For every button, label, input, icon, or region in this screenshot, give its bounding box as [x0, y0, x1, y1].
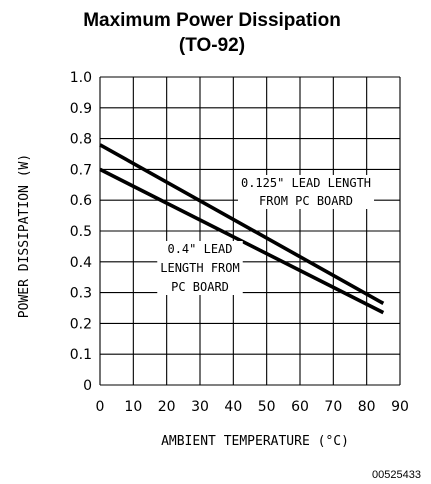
- annotation-line: FROM PC BOARD: [259, 194, 353, 208]
- y-tick-label: 0.6: [70, 193, 92, 209]
- series-line-lead-0125: [99, 143, 385, 305]
- annotation-line: LENGTH FROM: [160, 261, 239, 275]
- x-tick-label: 60: [291, 399, 309, 415]
- annotation-backdrop: [237, 175, 375, 209]
- y-tick-label: 0: [83, 378, 92, 394]
- x-tick-label: 80: [358, 399, 376, 415]
- annotation-line: PC BOARD: [171, 280, 229, 294]
- annotation-lead-04: 0.4" LEAD LENGTH FROM PC BOARD: [157, 241, 243, 295]
- x-tick-label: 30: [191, 399, 209, 415]
- chart-title: Maximum Power Dissipation: [83, 10, 341, 31]
- y-tick-label: 1.0: [70, 70, 92, 86]
- annotation-backdrop: [157, 241, 243, 295]
- y-tick-label: 0.3: [70, 286, 92, 302]
- y-axis-label: POWER DISSIPATION (W): [17, 154, 32, 318]
- annotation-line: 0.4" LEAD: [167, 242, 232, 256]
- annotations: 0.125" LEAD LENGTH FROM PC BOARD 0.4" LEAD…: [157, 175, 375, 295]
- y-tick-label: 0.5: [70, 224, 92, 240]
- chart-subtitle: (TO-92): [179, 35, 245, 56]
- x-tick-label: 40: [224, 399, 242, 415]
- x-tick-label: 90: [391, 399, 409, 415]
- y-tick-label: 0.8: [70, 132, 92, 148]
- tick-labels: 0 10 20 30 40 50 60 70 80 90 0 0.1 0.2 0.3 0.4 0.5 0.6 0.…: [70, 70, 409, 415]
- grid: [99, 76, 401, 386]
- y-tick-label: 0.4: [70, 255, 92, 271]
- y-tick-label: 0.2: [70, 316, 92, 332]
- y-tick-label: 0.1: [70, 347, 92, 363]
- annotation-line: 0.125" LEAD LENGTH: [241, 176, 371, 190]
- x-tick-label: 70: [324, 399, 342, 415]
- x-tick-label: 0: [96, 399, 105, 415]
- x-tick-label: 50: [258, 399, 276, 415]
- x-tick-label: 10: [124, 399, 142, 415]
- y-tick-label: 0.7: [70, 162, 92, 178]
- x-axis-label: AMBIENT TEMPERATURE (°C): [161, 434, 349, 449]
- x-tick-label: 20: [158, 399, 176, 415]
- figure-code: 00525433: [372, 469, 421, 481]
- y-tick-label: 0.9: [70, 101, 92, 117]
- annotation-lead-0125: 0.125" LEAD LENGTH FROM PC BOARD: [237, 175, 375, 209]
